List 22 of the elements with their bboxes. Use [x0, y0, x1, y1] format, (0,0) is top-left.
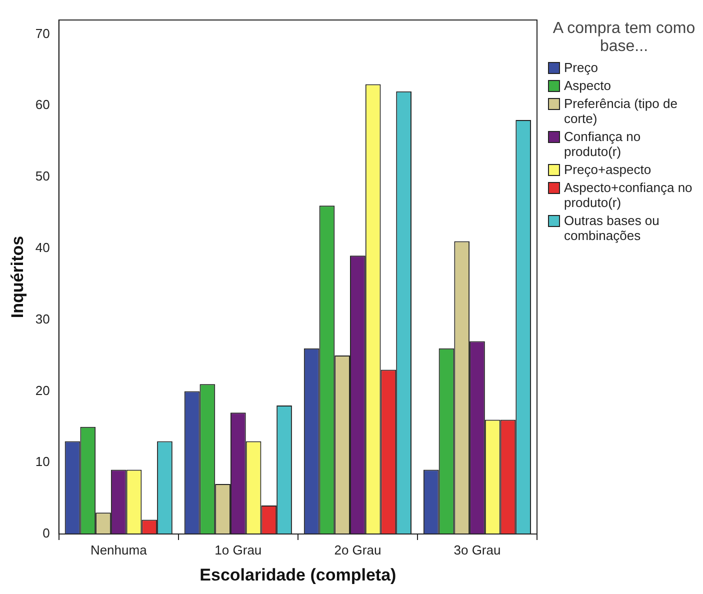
y-tick-label: 60: [35, 97, 50, 112]
y-tick-label: 10: [35, 454, 50, 470]
y-axis-title: Inquéritos: [8, 236, 27, 318]
legend-label: Aspecto: [564, 78, 611, 93]
legend-label: Preço: [564, 60, 598, 75]
y-tick-label: 70: [35, 26, 50, 41]
legend-label: Aspecto+confiança no produto(r): [564, 180, 694, 210]
legend-label: Preço+aspecto: [564, 162, 652, 177]
y-tick-label: 40: [35, 240, 50, 256]
x-axis-title: Escolaridade (completa): [200, 565, 396, 584]
x-tick-label: 2o Grau: [334, 542, 382, 558]
y-tick-label: 30: [35, 311, 50, 326]
legend-label: Confiança no produto(r): [564, 129, 642, 159]
y-tick-label: 0: [42, 526, 50, 541]
x-tick-label: Nenhuma: [90, 542, 148, 558]
legend-label: Outras bases ou combinações: [564, 213, 660, 243]
x-tick-label: 1o Grau: [214, 542, 262, 558]
y-tick-label: 50: [35, 168, 50, 184]
legend-title: A compra tem como base...: [552, 20, 696, 56]
x-tick-label: 3o Grau: [454, 542, 501, 558]
legend-label: Preferência (tipo de corte): [564, 96, 678, 126]
y-tick-label: 20: [35, 382, 50, 398]
